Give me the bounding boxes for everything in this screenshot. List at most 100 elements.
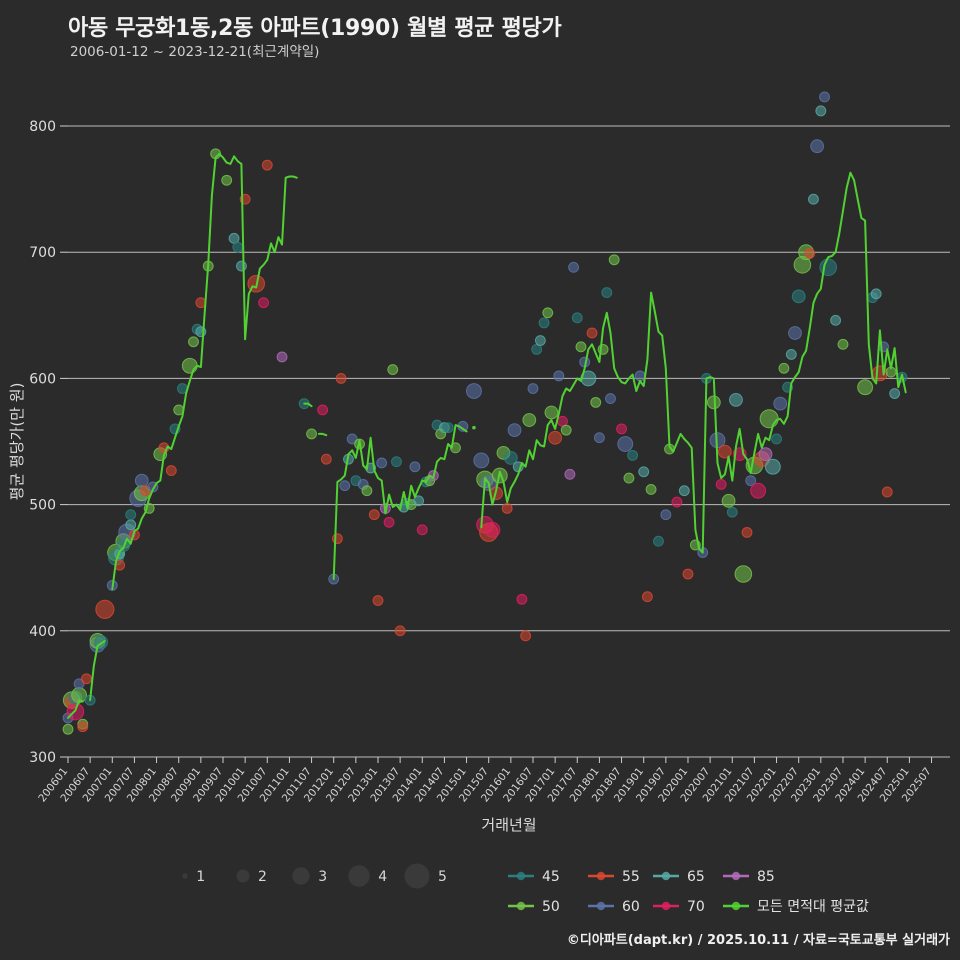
data-bubble (660, 509, 672, 521)
legend-label-50[interactable]: 50 (542, 899, 560, 915)
data-bubble (721, 493, 736, 508)
data-bubble (758, 447, 773, 462)
legend-marker-65[interactable] (661, 871, 671, 881)
data-bubble (232, 241, 244, 253)
legend-marker-60[interactable] (596, 901, 606, 911)
y-tick-label: 300 (29, 750, 56, 766)
data-bubble (815, 105, 827, 117)
data-bubble (601, 287, 613, 299)
legend-marker-85[interactable] (731, 871, 741, 881)
data-bubble (778, 362, 790, 374)
data-bubble (416, 524, 428, 536)
data-bubble (788, 326, 802, 340)
data-bubble (346, 433, 358, 445)
legend-marker-45[interactable] (516, 871, 526, 881)
legend-label-60[interactable]: 60 (622, 899, 640, 915)
y-axis-group: 300 400 500 600 700 800 평균 평당가(만 원) (8, 119, 68, 766)
data-bubble (501, 502, 513, 514)
data-bubble (616, 423, 627, 435)
data-bubble (236, 260, 247, 272)
data-bubble (553, 370, 565, 382)
legend-label-70[interactable]: 70 (687, 899, 705, 915)
data-bubble (394, 625, 406, 637)
data-bubble (507, 423, 522, 438)
data-bubble (317, 404, 329, 416)
size-legend-marker (236, 869, 250, 883)
legend-label-85[interactable]: 85 (757, 869, 775, 885)
data-bubble (638, 466, 650, 478)
data-bubble (442, 422, 454, 434)
data-bubble (181, 357, 198, 374)
legend-marker-50[interactable] (516, 901, 526, 911)
data-bubble (221, 174, 233, 186)
x-axis-title: 거래년월 (481, 816, 536, 834)
data-bubble (125, 509, 137, 521)
data-bubble (134, 473, 149, 488)
data-bubble (764, 458, 781, 475)
average-line (67, 699, 84, 719)
data-bubble (773, 396, 788, 411)
average-line-point (472, 425, 476, 430)
data-bubble (785, 348, 797, 360)
data-bubble (527, 383, 539, 394)
page-subtitle: 2006-01-12 ~ 2023-12-21(최근계약일) (70, 44, 320, 60)
data-bubble (331, 533, 343, 545)
data-bubble (466, 383, 482, 399)
data-bubble (520, 630, 532, 642)
size-legend-label: 4 (378, 869, 387, 885)
data-bubble (538, 317, 550, 329)
data-bubble (857, 379, 874, 396)
data-bubble (734, 565, 753, 583)
data-bubble (534, 335, 546, 346)
legend-label-45[interactable]: 45 (542, 869, 560, 885)
data-bubble (645, 484, 657, 495)
size-legend-marker (348, 865, 370, 887)
legend-marker-모든 면적대 평균값[interactable] (731, 901, 741, 911)
data-bubble (258, 297, 270, 309)
grid-group (68, 125, 950, 758)
y-axis-title: 평균 평당가(만 원) (8, 383, 26, 501)
legend-label-모든 면적대 평균값[interactable]: 모든 면적대 평균값 (757, 899, 869, 915)
data-bubble (634, 370, 646, 382)
data-bubble (306, 428, 317, 440)
legend-label-65[interactable]: 65 (687, 869, 705, 885)
data-bubble (165, 465, 177, 476)
data-bubble (484, 521, 501, 538)
footer-credit: ©디아파트(dapt.kr) / 2025.10.11 / 자료=국토교통부 실… (566, 933, 950, 948)
data-bubble (81, 673, 92, 685)
data-bubble (73, 678, 85, 690)
legend-marker-55[interactable] (596, 871, 606, 881)
size-legend-label: 1 (196, 869, 205, 885)
data-bubble (339, 480, 351, 492)
y-tick-label: 600 (29, 371, 56, 387)
legend-marker-70[interactable] (661, 901, 671, 911)
data-bubble (368, 509, 380, 521)
data-bubble (564, 468, 576, 480)
legend-label-55[interactable]: 55 (622, 869, 640, 885)
data-bubble (372, 595, 384, 606)
y-tick-label: 800 (29, 119, 56, 135)
data-bubble (522, 413, 537, 427)
data-bubble (608, 254, 620, 266)
bubbles-group (62, 91, 908, 735)
size-legend-marker (292, 867, 310, 885)
data-bubble (682, 568, 694, 580)
data-bubble (516, 593, 528, 605)
data-bubble (726, 506, 738, 518)
data-bubble (745, 475, 757, 487)
y-tick-label: 700 (29, 245, 56, 261)
data-bubble (830, 314, 842, 326)
data-bubble (593, 432, 605, 444)
data-bubble (276, 351, 288, 363)
data-bubble (870, 288, 882, 300)
data-bubble (889, 388, 901, 399)
size-legend-label: 2 (258, 869, 267, 885)
data-bubble (627, 449, 639, 461)
data-bubble (387, 364, 399, 375)
data-bubble (729, 392, 743, 407)
x-axis-group: 2006012006072007012007072008012008072009… (36, 756, 950, 834)
data-bubble (95, 599, 115, 619)
